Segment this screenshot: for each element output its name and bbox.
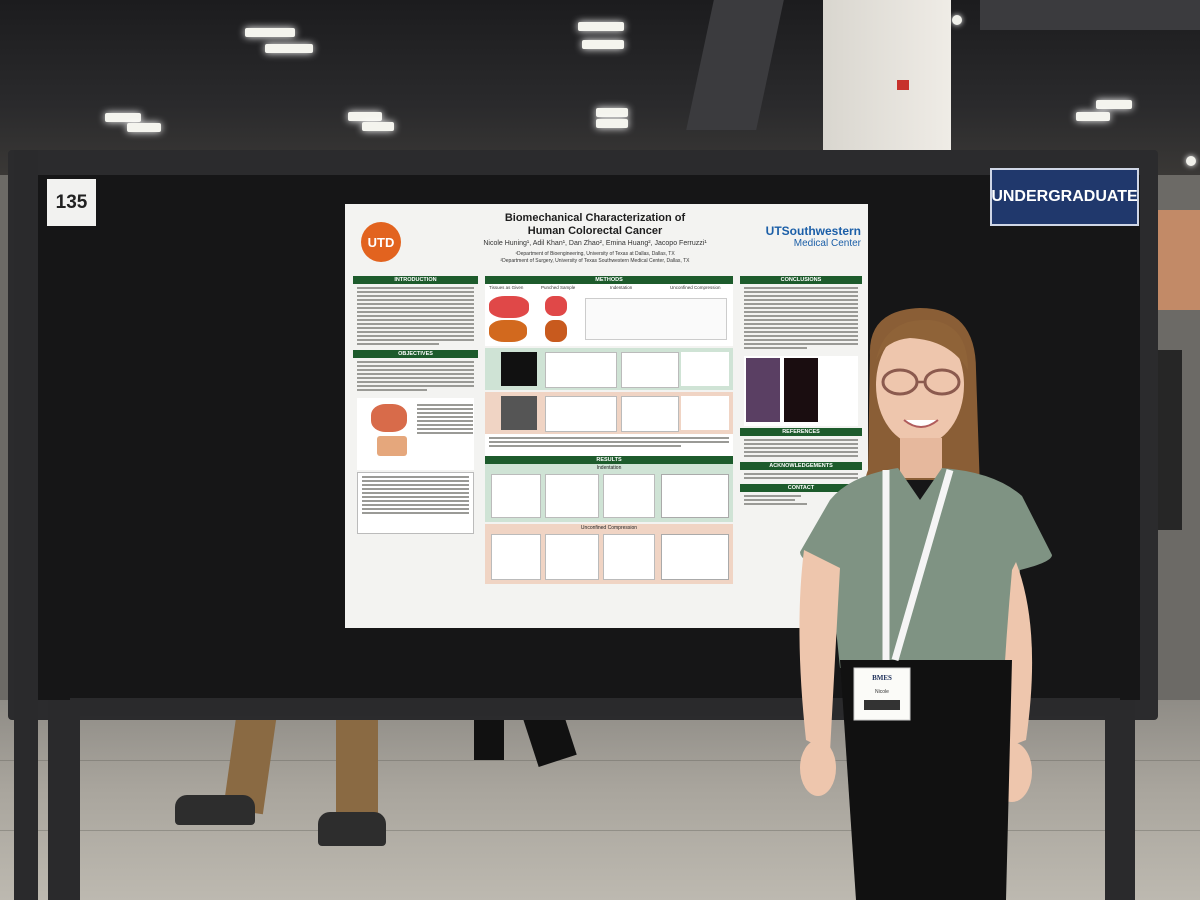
punched-label: Punched Sample — [541, 285, 576, 290]
board-leg — [1105, 700, 1135, 900]
results-indentation-label: Indentation — [596, 465, 622, 471]
ceiling-light — [127, 123, 161, 132]
ceiling-spotlight — [1186, 156, 1196, 166]
background-person-shoe — [318, 812, 386, 846]
poster-affiliations: ¹Department of Bioengineering, Universit… — [445, 251, 745, 265]
category-label: UNDERGRADUATE — [990, 168, 1139, 226]
board-post — [14, 150, 38, 900]
conclusions-text — [740, 284, 862, 354]
ceiling-light — [348, 112, 382, 121]
badge-event: BMES — [872, 674, 892, 682]
utsw-logo-line1: UTSouthwestern — [765, 224, 861, 238]
ceiling-light — [105, 113, 141, 122]
ceiling-light — [578, 22, 624, 31]
smile — [903, 419, 939, 428]
background-person-shoe — [175, 795, 255, 825]
ceiling-light — [265, 44, 313, 53]
acknowledgements-text — [740, 470, 862, 484]
ceiling-light — [1096, 100, 1132, 109]
methods-caption — [485, 434, 733, 456]
section-introduction: INTRODUCTION — [353, 276, 478, 284]
research-poster: UTD Biomechanical Characterization of Hu… — [345, 204, 868, 628]
ceiling-light — [596, 119, 628, 128]
floor-seam — [0, 830, 1200, 831]
shirt — [800, 468, 1052, 668]
section-methods: METHODS — [485, 276, 733, 284]
section-conclusions: CONCLUSIONS — [740, 276, 862, 284]
board-number-tag: 135 — [47, 179, 96, 226]
left-arm — [799, 550, 840, 752]
ceiling-truss — [980, 0, 1200, 30]
background-person-leg — [336, 712, 378, 827]
section-results: RESULTS — [485, 456, 733, 464]
lanyard — [882, 469, 954, 661]
tissues-label: Tissues as Given — [489, 285, 524, 290]
affiliation-1: ¹Department of Bioengineering, Universit… — [515, 251, 675, 257]
poster-title: Biomechanical Characterization of Human … — [465, 212, 725, 238]
ceiling-spotlight — [952, 15, 962, 25]
presenter-person: BMES Nicole — [799, 308, 1052, 900]
ceiling-light — [596, 108, 628, 117]
methods-figure: Tissues as Given Punched Sample Indentat… — [485, 284, 733, 346]
ceiling-light — [1076, 112, 1110, 121]
anatomy-figure — [357, 398, 474, 470]
poster-right-column: CONCLUSIONS REFERENCES ACKNOWLEDGEMENTS … — [740, 276, 862, 510]
poster-middle-column: METHODS Tissues as Given Punched Sample … — [485, 276, 733, 584]
introduction-text — [353, 284, 478, 350]
poster-left-column: INTRODUCTION OBJECTIVES — [353, 276, 478, 536]
poster-title-line1: Biomechanical Characterization of — [504, 212, 686, 224]
background-wall — [1150, 210, 1200, 310]
section-contact: CONTACT — [740, 484, 862, 492]
results-indentation-panel: Indentation — [485, 464, 733, 522]
utsw-logo-line2: Medical Center — [793, 238, 861, 249]
background-person-leg — [474, 712, 504, 760]
references-text — [740, 436, 862, 462]
hair-front — [876, 319, 968, 370]
face — [876, 325, 964, 445]
exit-sign — [897, 80, 909, 90]
indentation-panel — [485, 348, 733, 390]
indentation-label: Indentation — [610, 285, 633, 290]
floor-seam — [0, 760, 1200, 761]
section-references: REFERENCES — [740, 428, 862, 436]
left-hand — [800, 740, 836, 796]
name-badge — [853, 667, 911, 721]
objectives-text — [353, 358, 478, 396]
compression-panel — [485, 392, 733, 434]
ceiling-light — [362, 122, 394, 131]
section-acknowledgements: ACKNOWLEDGEMENTS — [740, 462, 862, 470]
badge-name: Nicole — [875, 689, 889, 695]
badge-barcode — [864, 700, 900, 710]
section-objectives: OBJECTIVES — [353, 350, 478, 358]
microscopy-figure — [744, 356, 858, 426]
neck — [900, 438, 942, 478]
utsw-logo: UTSouthwestern Medical Center — [741, 224, 861, 249]
poster-title-line2: Human Colorectal Cancer — [527, 225, 663, 237]
ceiling-light — [582, 40, 624, 49]
unconfined-label: Unconfined Compression — [670, 285, 721, 290]
poster-authors: Nicole Huning¹, Adil Khan¹, Dan Zhao², E… — [483, 240, 707, 247]
affiliation-2: ²Department of Surgery, University of Te… — [500, 258, 690, 264]
contact-text — [740, 492, 862, 510]
results-compression-label: Unconfined Compression — [580, 525, 638, 531]
pillar — [823, 0, 951, 152]
results-compression-panel: Unconfined Compression — [485, 524, 733, 584]
tissue-table — [357, 472, 474, 534]
board-leg — [48, 700, 80, 900]
ceiling-light — [245, 28, 295, 37]
utd-logo: UTD — [361, 222, 401, 262]
